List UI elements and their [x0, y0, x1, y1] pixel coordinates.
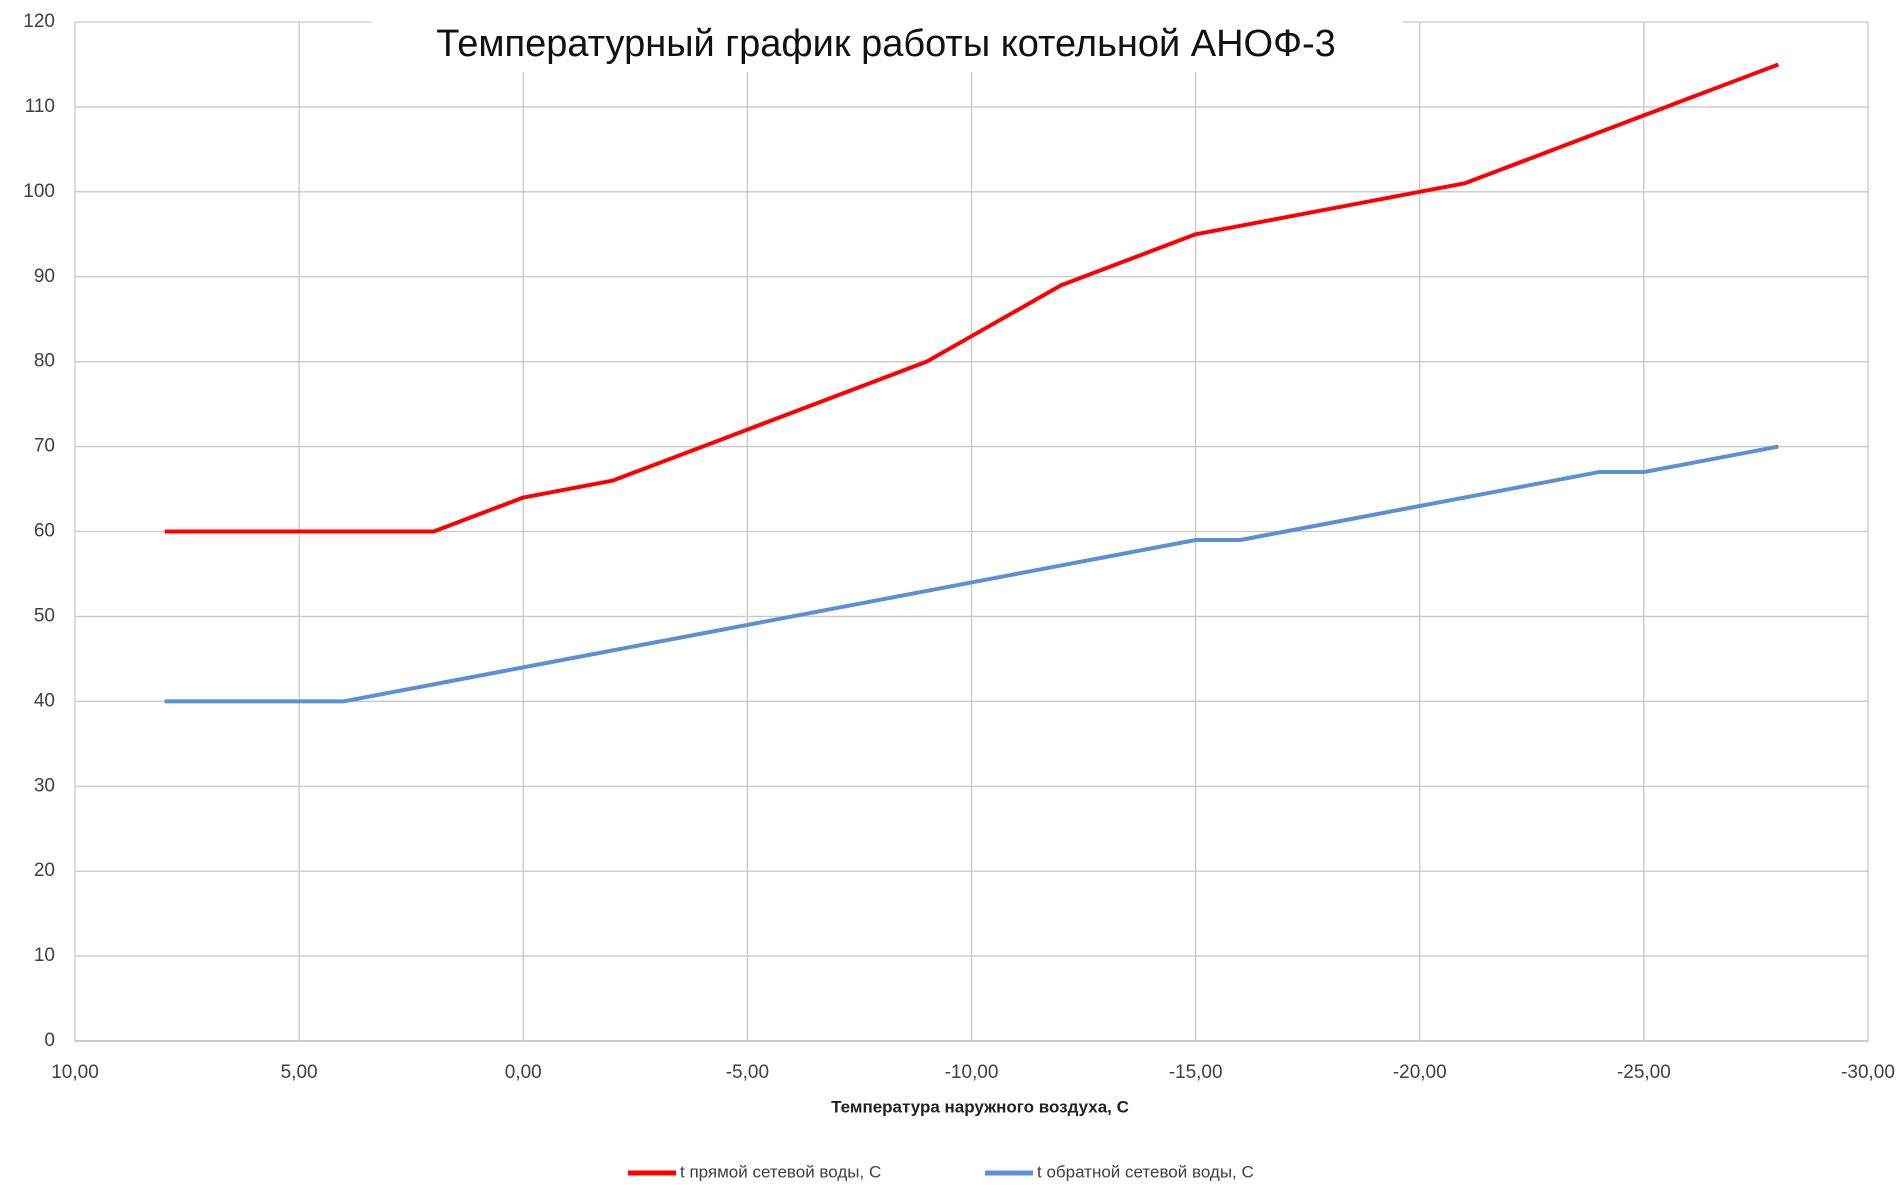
chart-title: Температурный график работы котельной АН… — [436, 23, 1336, 65]
x-axis-label: Температура наружного воздуха, С — [831, 1097, 1129, 1116]
y-tick-label: 90 — [34, 266, 55, 287]
x-tick-label: -25,00 — [1617, 1062, 1671, 1083]
data-line — [164, 444, 1779, 704]
x-tick-label: -20,00 — [1393, 1062, 1447, 1083]
line-layer — [164, 62, 1780, 704]
x-tick-label: 10,00 — [51, 1062, 99, 1083]
y-tick-label: 70 — [34, 436, 55, 457]
legend-label: t прямой сетевой воды, С — [680, 1162, 881, 1181]
y-tick-label: 60 — [34, 521, 55, 542]
x-tick-label: -30,00 — [1841, 1062, 1895, 1083]
y-tick-label: 10 — [34, 945, 55, 966]
x-tick-label: 0,00 — [505, 1062, 542, 1083]
x-tick-label: 5,00 — [281, 1062, 318, 1083]
y-tick-label: 50 — [34, 605, 55, 626]
y-tick-label: 100 — [23, 181, 55, 202]
x-tick-label: -15,00 — [1169, 1062, 1223, 1083]
y-tick-label: 0 — [44, 1030, 55, 1051]
y-tick-label: 80 — [34, 351, 55, 372]
x-tick-label: -10,00 — [945, 1062, 999, 1083]
y-tick-label: 40 — [34, 690, 55, 711]
y-tick-label: 120 — [23, 11, 55, 32]
x-tick-label: -5,00 — [726, 1062, 769, 1083]
data-line — [164, 62, 1780, 534]
legend-label: t обратной сетевой воды, С — [1037, 1162, 1254, 1181]
y-tick-label: 110 — [25, 96, 55, 117]
y-tick-label: 20 — [34, 860, 55, 881]
title-background — [372, 20, 1402, 72]
y-tick-label: 30 — [34, 775, 55, 796]
